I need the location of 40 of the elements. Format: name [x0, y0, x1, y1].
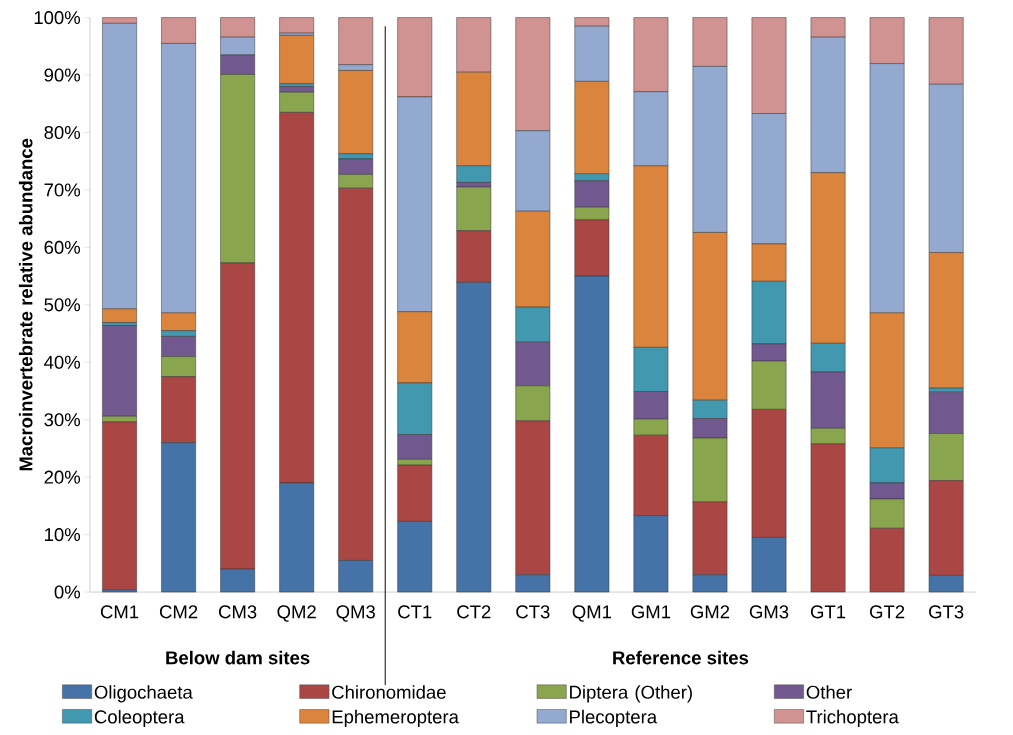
x-tick-label: GM1 [631, 605, 671, 619]
legend-label: Ephemeroptera [332, 709, 459, 728]
x-tick-label: CM1 [100, 605, 139, 619]
x-tick-label: CT3 [516, 605, 550, 619]
text: Below dam sites [166, 650, 310, 665]
x-tick-label: QM3 [336, 605, 375, 622]
x-tick-label: GM2 [690, 605, 730, 619]
x-tick-label: QM1 [572, 605, 612, 622]
x-tick-label: GM3 [749, 605, 789, 619]
bar [279, 35, 315, 84]
y-tick-label: 40% [44, 355, 81, 369]
x-tick-label: GT2 [870, 605, 905, 619]
y-tick-label: 80% [44, 125, 81, 140]
legend-label: Oligochaeta [94, 685, 193, 703]
y-axis-title: Macroinvertebrate relative abundance [18, 138, 33, 471]
y-tick-label: 30% [44, 413, 81, 427]
y-tick-label: 70% [44, 183, 81, 197]
y-tick-label: 50% [44, 298, 81, 312]
y-tick-label: 0% [54, 585, 81, 599]
legend-label: Coleoptera [94, 709, 185, 728]
text: Reference sites [613, 650, 749, 665]
legend-label: Diptera (Other) [570, 685, 692, 703]
legend-label: Chironomidae [332, 685, 446, 699]
x-tick-label: CM3 [219, 605, 257, 619]
x-tick-label: GT1 [810, 605, 846, 619]
bar [279, 17, 315, 34]
bar [102, 325, 137, 417]
y-tick-label: 100% [34, 11, 81, 25]
x-tick-label: CM2 [159, 605, 198, 619]
legend-label: Trichoptera [806, 709, 899, 728]
y-tick-label: 90% [44, 68, 81, 82]
x-tick-label: CT1 [398, 605, 432, 619]
y-tick-label: 10% [45, 528, 81, 542]
y-tick-label: 60% [44, 240, 81, 254]
x-tick-label: CT2 [457, 605, 491, 619]
x-tick-label: GT3 [929, 605, 964, 619]
legend-label: Plecoptera [570, 709, 658, 728]
legend-label: Other [806, 685, 852, 699]
x-tick-label: QM2 [277, 605, 316, 622]
y-tick-label: 20% [44, 470, 81, 484]
